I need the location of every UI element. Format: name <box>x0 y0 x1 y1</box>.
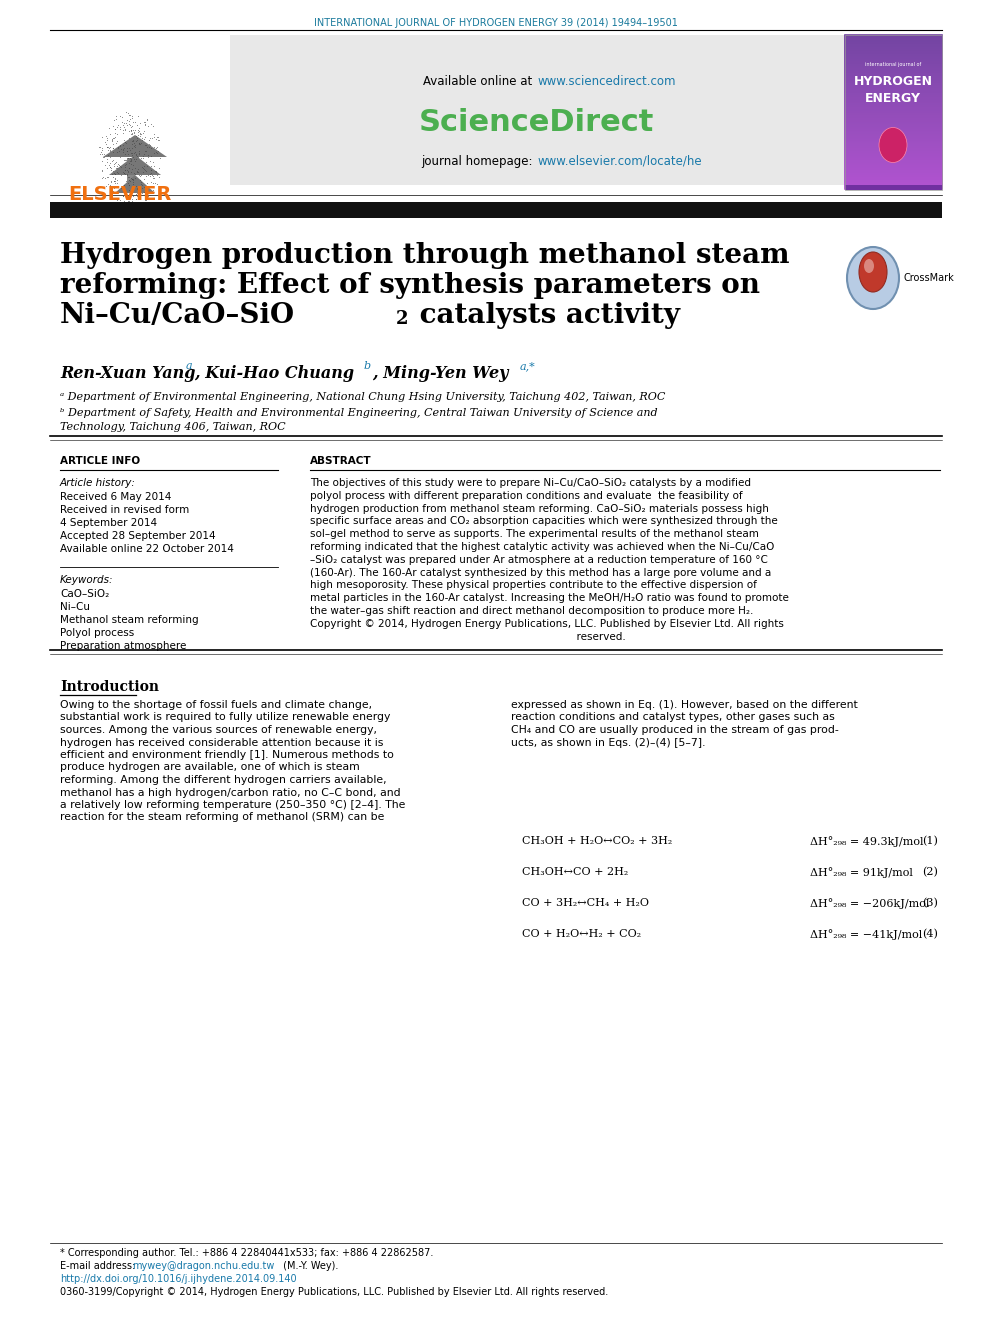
Text: journal homepage:: journal homepage: <box>421 155 536 168</box>
Text: Copyright © 2014, Hydrogen Energy Publications, LLC. Published by Elsevier Ltd. : Copyright © 2014, Hydrogen Energy Public… <box>310 619 784 628</box>
Text: metal particles in the 160-Ar catalyst. Increasing the MeOH/H₂O ratio was found : metal particles in the 160-Ar catalyst. … <box>310 593 789 603</box>
Text: CO + 3H₂↔CH₄ + H₂O: CO + 3H₂↔CH₄ + H₂O <box>522 898 649 908</box>
Text: Polyol process: Polyol process <box>60 628 134 638</box>
Bar <box>230 34 845 185</box>
Text: reaction for the steam reforming of methanol (SRM) can be: reaction for the steam reforming of meth… <box>60 812 384 823</box>
Polygon shape <box>103 135 167 157</box>
Text: Introduction: Introduction <box>60 680 159 695</box>
Text: CaO–SiO₂: CaO–SiO₂ <box>60 589 109 599</box>
Text: ENERGY: ENERGY <box>865 93 921 105</box>
Text: http://dx.doi.org/10.1016/j.ijhydene.2014.09.140: http://dx.doi.org/10.1016/j.ijhydene.201… <box>60 1274 297 1285</box>
Text: CO + H₂O↔H₂ + CO₂: CO + H₂O↔H₂ + CO₂ <box>522 929 641 939</box>
Text: Ni–Cu/CaO–SiO: Ni–Cu/CaO–SiO <box>60 302 296 329</box>
Text: CH₃OH + H₂O↔CO₂ + 3H₂: CH₃OH + H₂O↔CO₂ + 3H₂ <box>522 836 673 845</box>
Text: ABSTRACT: ABSTRACT <box>310 456 372 466</box>
Text: Ni–Cu: Ni–Cu <box>60 602 90 613</box>
Text: Received in revised form: Received in revised form <box>60 505 189 515</box>
Text: hydrogen production from methanol steam reforming. CaO–SiO₂ materials possess hi: hydrogen production from methanol steam … <box>310 504 769 513</box>
Text: reforming: Effect of synthesis parameters on: reforming: Effect of synthesis parameter… <box>60 273 760 299</box>
Polygon shape <box>115 175 155 193</box>
Text: reforming. Among the different hydrogen carriers available,: reforming. Among the different hydrogen … <box>60 775 387 785</box>
Text: sources. Among the various sources of renewable energy,: sources. Among the various sources of re… <box>60 725 377 736</box>
Text: ΔH°₂₉₈ = 91kJ/mol: ΔH°₂₉₈ = 91kJ/mol <box>810 867 913 878</box>
Bar <box>50 34 230 185</box>
Text: ScienceDirect: ScienceDirect <box>419 108 654 138</box>
Text: Preparation atmosphere: Preparation atmosphere <box>60 642 186 651</box>
Text: INTERNATIONAL JOURNAL OF HYDROGEN ENERGY 39 (2014) 19494–19501: INTERNATIONAL JOURNAL OF HYDROGEN ENERGY… <box>314 19 678 28</box>
Text: Article history:: Article history: <box>60 478 136 488</box>
Text: (M.-Y. Wey).: (M.-Y. Wey). <box>280 1261 338 1271</box>
Text: catalysts activity: catalysts activity <box>410 302 680 329</box>
Text: Available online 22 October 2014: Available online 22 October 2014 <box>60 544 234 554</box>
Text: CH₄ and CO are usually produced in the stream of gas prod-: CH₄ and CO are usually produced in the s… <box>511 725 839 736</box>
Text: (2): (2) <box>923 867 938 877</box>
Text: 0360-3199/Copyright © 2014, Hydrogen Energy Publications, LLC. Published by Else: 0360-3199/Copyright © 2014, Hydrogen Ene… <box>60 1287 608 1297</box>
Text: expressed as shown in Eq. (1). However, based on the different: expressed as shown in Eq. (1). However, … <box>511 700 858 710</box>
Text: the water–gas shift reaction and direct methanol decomposition to produce more H: the water–gas shift reaction and direct … <box>310 606 753 617</box>
Text: CrossMark: CrossMark <box>903 273 953 283</box>
Text: ARTICLE INFO: ARTICLE INFO <box>60 456 140 466</box>
Text: www.elsevier.com/locate/he: www.elsevier.com/locate/he <box>537 155 701 168</box>
Text: hydrogen has received considerable attention because it is: hydrogen has received considerable atten… <box>60 737 383 747</box>
Text: HYDROGEN: HYDROGEN <box>853 75 932 89</box>
Text: ᵃ Department of Environmental Engineering, National Chung Hsing University, Taic: ᵃ Department of Environmental Engineerin… <box>60 392 666 402</box>
Bar <box>845 185 942 191</box>
Text: * Corresponding author. Tel.: +886 4 22840441x533; fax: +886 4 22862587.: * Corresponding author. Tel.: +886 4 228… <box>60 1248 434 1258</box>
Text: Hydrogen production through methanol steam: Hydrogen production through methanol ste… <box>60 242 790 269</box>
Bar <box>127 157 135 183</box>
Text: sol–gel method to serve as supports. The experimental results of the methanol st: sol–gel method to serve as supports. The… <box>310 529 759 540</box>
Text: specific surface areas and CO₂ absorption capacities which were synthesized thro: specific surface areas and CO₂ absorptio… <box>310 516 778 527</box>
Text: , Kui-Hao Chuang: , Kui-Hao Chuang <box>194 365 354 382</box>
Text: 4 September 2014: 4 September 2014 <box>60 519 157 528</box>
Text: , Ming-Yen Wey: , Ming-Yen Wey <box>372 365 508 382</box>
Bar <box>50 202 942 218</box>
Text: ᵇ Department of Safety, Health and Environmental Engineering, Central Taiwan Uni: ᵇ Department of Safety, Health and Envir… <box>60 407 658 418</box>
Text: (1): (1) <box>923 836 938 847</box>
Text: Keywords:: Keywords: <box>60 576 113 585</box>
Text: www.sciencedirect.com: www.sciencedirect.com <box>537 75 676 89</box>
Text: b: b <box>364 361 371 370</box>
Text: ΔH°₂₉₈ = −206kJ/mol: ΔH°₂₉₈ = −206kJ/mol <box>810 898 930 909</box>
Ellipse shape <box>847 247 899 310</box>
Ellipse shape <box>859 251 887 292</box>
Text: reforming indicated that the highest catalytic activity was achieved when the Ni: reforming indicated that the highest cat… <box>310 542 775 552</box>
Text: high mesoporosity. These physical properties contribute to the effective dispers: high mesoporosity. These physical proper… <box>310 581 757 590</box>
Text: polyol process with different preparation conditions and evaluate  the feasibili: polyol process with different preparatio… <box>310 491 743 501</box>
Text: efficient and environment friendly [1]. Numerous methods to: efficient and environment friendly [1]. … <box>60 750 394 759</box>
Text: E-mail address:: E-mail address: <box>60 1261 138 1271</box>
Text: Owing to the shortage of fossil fuels and climate change,: Owing to the shortage of fossil fuels an… <box>60 700 372 710</box>
Text: a,*: a,* <box>520 361 536 370</box>
Text: reserved.: reserved. <box>310 631 626 642</box>
Text: international journal of: international journal of <box>865 62 922 67</box>
Bar <box>845 34 942 191</box>
Text: –SiO₂ catalyst was prepared under Ar atmosphere at a reduction temperature of 16: –SiO₂ catalyst was prepared under Ar atm… <box>310 554 768 565</box>
Text: Accepted 28 September 2014: Accepted 28 September 2014 <box>60 531 215 541</box>
Ellipse shape <box>864 259 874 273</box>
Text: ELSEVIER: ELSEVIER <box>68 185 172 204</box>
Text: ΔH°₂₉₈ = −41kJ/mol: ΔH°₂₉₈ = −41kJ/mol <box>810 929 923 939</box>
Text: CH₃OH↔CO + 2H₂: CH₃OH↔CO + 2H₂ <box>522 867 628 877</box>
Bar <box>55 45 220 175</box>
Text: The objectives of this study were to prepare Ni–Cu/CaO–SiO₂ catalysts by a modif: The objectives of this study were to pre… <box>310 478 751 488</box>
Text: Received 6 May 2014: Received 6 May 2014 <box>60 492 172 501</box>
Polygon shape <box>109 155 161 175</box>
Ellipse shape <box>879 127 907 163</box>
Text: (4): (4) <box>923 929 938 939</box>
Text: a: a <box>186 361 192 370</box>
Text: a relatively low reforming temperature (250–350 °C) [2–4]. The: a relatively low reforming temperature (… <box>60 800 406 810</box>
Text: substantial work is required to fully utilize renewable energy: substantial work is required to fully ut… <box>60 713 391 722</box>
Text: (3): (3) <box>923 898 938 909</box>
Text: (160-Ar). The 160-Ar catalyst synthesized by this method has a large pore volume: (160-Ar). The 160-Ar catalyst synthesize… <box>310 568 771 578</box>
Text: Ren-Xuan Yang: Ren-Xuan Yang <box>60 365 195 382</box>
Text: ucts, as shown in Eqs. (2)–(4) [5–7].: ucts, as shown in Eqs. (2)–(4) [5–7]. <box>511 737 705 747</box>
Text: Available online at: Available online at <box>423 75 536 89</box>
Text: 2: 2 <box>396 310 409 328</box>
Text: reaction conditions and catalyst types, other gases such as: reaction conditions and catalyst types, … <box>511 713 834 722</box>
Text: Technology, Taichung 406, Taiwan, ROC: Technology, Taichung 406, Taiwan, ROC <box>60 422 286 433</box>
Text: produce hydrogen are available, one of which is steam: produce hydrogen are available, one of w… <box>60 762 360 773</box>
Text: methanol has a high hydrogen/carbon ratio, no C–C bond, and: methanol has a high hydrogen/carbon rati… <box>60 787 401 798</box>
Text: mywey@dragon.nchu.edu.tw: mywey@dragon.nchu.edu.tw <box>132 1261 275 1271</box>
Text: Methanol steam reforming: Methanol steam reforming <box>60 615 198 624</box>
Text: ΔH°₂₉₈ = 49.3kJ/mol: ΔH°₂₉₈ = 49.3kJ/mol <box>810 836 924 847</box>
